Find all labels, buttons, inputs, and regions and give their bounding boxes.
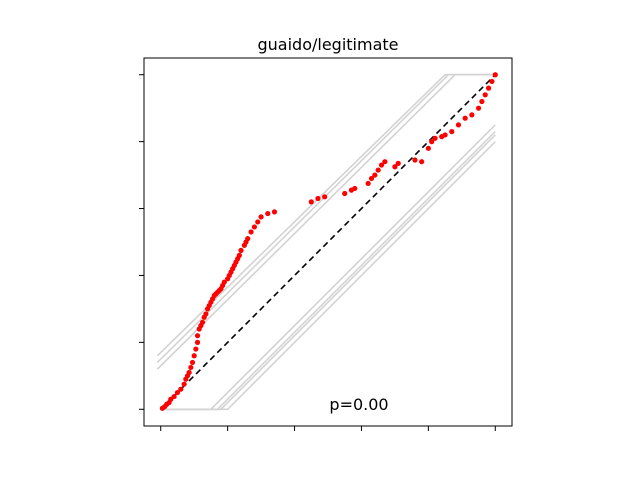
data-point bbox=[392, 164, 398, 170]
data-point bbox=[248, 229, 254, 235]
data-point bbox=[251, 224, 257, 230]
data-point bbox=[258, 214, 264, 220]
data-point bbox=[375, 167, 381, 173]
data-point bbox=[186, 369, 192, 376]
data-point bbox=[199, 319, 206, 325]
plot-frame bbox=[143, 57, 513, 427]
data-point bbox=[425, 145, 431, 151]
data-point bbox=[181, 381, 187, 387]
data-point bbox=[462, 115, 468, 121]
envelope-line-6 bbox=[160, 141, 496, 411]
data-point bbox=[238, 247, 244, 253]
data-point bbox=[189, 359, 196, 366]
data-point bbox=[412, 157, 418, 163]
data-point bbox=[178, 386, 184, 392]
data-point bbox=[255, 219, 261, 225]
data-point bbox=[449, 129, 455, 135]
data-point bbox=[365, 180, 371, 187]
data-point bbox=[429, 139, 435, 145]
data-point bbox=[194, 339, 201, 345]
envelope-line-2 bbox=[156, 73, 496, 370]
data-point bbox=[236, 252, 242, 258]
data-point bbox=[455, 122, 462, 128]
x-ticks bbox=[160, 426, 496, 431]
data-point bbox=[482, 92, 488, 98]
data-point bbox=[378, 162, 385, 168]
data-point bbox=[489, 78, 495, 85]
data-point bbox=[469, 112, 475, 118]
p-value-annotation: p=0.00 bbox=[329, 395, 388, 414]
data-point bbox=[352, 185, 358, 192]
data-point bbox=[479, 98, 485, 105]
data-point bbox=[188, 364, 194, 371]
data-point bbox=[203, 311, 209, 317]
data-point bbox=[395, 160, 401, 166]
data-point bbox=[372, 172, 378, 178]
data-point bbox=[432, 135, 438, 141]
data-point bbox=[265, 210, 271, 217]
data-point bbox=[315, 195, 321, 202]
data-point bbox=[419, 159, 425, 165]
data-point bbox=[271, 209, 278, 215]
envelope-lines bbox=[156, 73, 496, 411]
data-point bbox=[485, 85, 492, 91]
data-point bbox=[171, 393, 177, 400]
data-point bbox=[194, 333, 201, 339]
envelope-line-4 bbox=[160, 131, 496, 411]
data-point bbox=[492, 72, 498, 78]
data-point bbox=[322, 194, 328, 200]
data-points bbox=[159, 72, 498, 411]
data-point bbox=[342, 190, 348, 197]
data-point bbox=[442, 132, 448, 138]
data-point bbox=[475, 105, 482, 111]
data-point bbox=[308, 199, 314, 205]
data-point bbox=[245, 236, 251, 242]
y-ticks bbox=[139, 74, 144, 410]
data-point bbox=[368, 175, 375, 182]
reference-line bbox=[160, 74, 496, 410]
data-point bbox=[382, 159, 388, 165]
data-point bbox=[191, 353, 197, 359]
data-point bbox=[193, 346, 199, 352]
data-point bbox=[174, 389, 181, 396]
envelope-line-3 bbox=[160, 124, 496, 411]
chart-title: guaido/legitimate bbox=[258, 35, 399, 54]
data-point bbox=[221, 279, 227, 285]
